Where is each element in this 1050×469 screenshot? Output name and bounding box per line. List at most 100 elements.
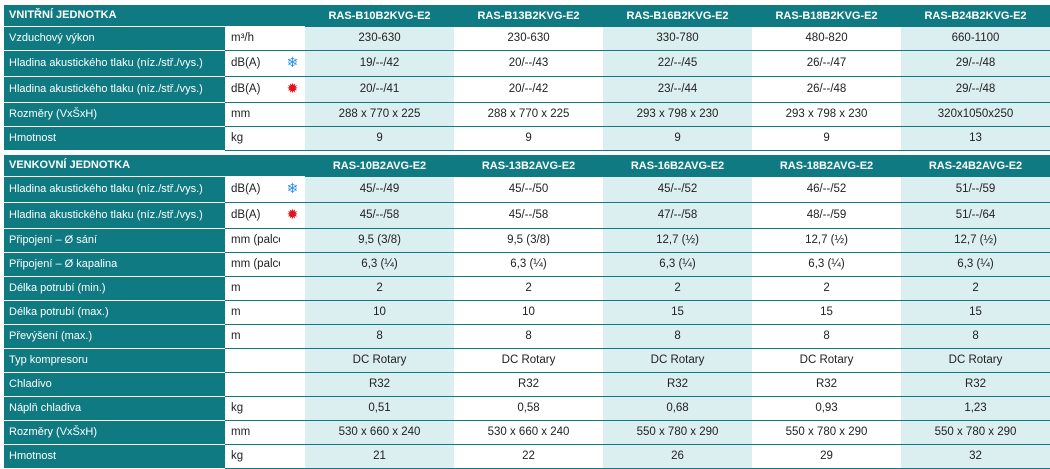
icon-cell (280, 277, 306, 301)
icon-cell (280, 253, 306, 277)
table-cell: 2 (901, 277, 1050, 301)
table-row: Hladina akustického tlaku (níz./stř./vys… (4, 203, 1050, 229)
table-row: Délka potrubí (max.) m 10 10 15 15 15 (4, 301, 1050, 325)
table-row: Vzduchový výkon m³/h 230-630 230-630 330-780… (4, 27, 1050, 51)
table-cell: 2 (603, 277, 753, 301)
table-cell: DC Rotary (901, 349, 1050, 373)
table-cell: 45/--/52 (603, 177, 753, 203)
table-cell: 530 x 660 x 240 (305, 421, 455, 445)
table-row: Hladina akustického tlaku (níz./stř./vys… (4, 51, 1050, 77)
row-unit: kg (225, 445, 280, 469)
table-cell: 45/--/58 (305, 203, 455, 229)
section-gap (4, 151, 1050, 155)
table-cell: 230-630 (305, 27, 455, 51)
table-cell: R32 (901, 373, 1050, 397)
indoor-model-5: RAS-B24B2KVG-E2 (901, 5, 1050, 27)
table-cell: 22 (454, 445, 604, 469)
table-cell: 9 (305, 127, 455, 151)
table-cell: 21 (305, 445, 455, 469)
table-cell: DC Rotary (752, 349, 902, 373)
table-cell: 23/--/44 (603, 77, 753, 103)
table-cell: 2 (752, 277, 902, 301)
row-label: Vzduchový výkon (4, 27, 225, 51)
row-unit: dB(A) (225, 203, 280, 229)
table-cell: 48/--/59 (752, 203, 902, 229)
table-cell: 10 (305, 301, 455, 325)
row-label: Hladina akustického tlaku (níz./stř./vys… (4, 77, 225, 103)
icon-cell (280, 229, 306, 253)
table-row: Převýšení (max.) m 8 8 8 8 8 (4, 325, 1050, 349)
icon-cell (280, 325, 306, 349)
row-label: Převýšení (max.) (4, 325, 225, 349)
row-label: Hmotnost (4, 127, 225, 151)
icon-cell (280, 127, 306, 151)
row-unit (225, 349, 280, 373)
table-cell: 9 (752, 127, 902, 151)
table-cell: 530 x 660 x 240 (454, 421, 604, 445)
table-cell: DC Rotary (454, 349, 604, 373)
table-cell: 15 (901, 301, 1050, 325)
row-label: Připojení – Ø kapalina (4, 253, 225, 277)
spec-table: VNITŘNÍ JEDNOTKA RAS-B10B2KVG-E2 RAS-B13B2… (4, 5, 1050, 469)
row-label: Hmotnost (4, 445, 225, 469)
table-cell: 8 (901, 325, 1050, 349)
table-cell: 550 x 780 x 290 (901, 421, 1050, 445)
table-cell: 550 x 780 x 290 (752, 421, 902, 445)
row-label: Délka potrubí (min.) (4, 277, 225, 301)
table-cell: 51/--/64 (901, 203, 1050, 229)
table-cell: 32 (901, 445, 1050, 469)
row-label: Připojení – Ø sání (4, 229, 225, 253)
row-label: Hladina akustického tlaku (níz./stř./vys… (4, 203, 225, 229)
row-unit: kg (225, 397, 280, 421)
table-cell: 20/--/43 (454, 51, 604, 77)
table-cell: 15 (752, 301, 902, 325)
table-cell: 293 x 798 x 230 (603, 103, 753, 127)
outdoor-model-2: RAS-13B2AVG-E2 (454, 155, 604, 177)
row-label: Rozměry (VxŠxH) (4, 103, 225, 127)
outdoor-model-3: RAS-16B2AVG-E2 (603, 155, 753, 177)
outdoor-model-1: RAS-10B2AVG-E2 (305, 155, 455, 177)
row-unit: mm (225, 421, 280, 445)
table-cell: DC Rotary (603, 349, 753, 373)
row-unit (225, 373, 280, 397)
row-unit: dB(A) (225, 51, 280, 77)
table-row: Hladina akustického tlaku (níz./stř./vys… (4, 77, 1050, 103)
indoor-model-3: RAS-B16B2KVG-E2 (603, 5, 753, 27)
table-cell: 9,5 (3/8) (454, 229, 604, 253)
table-cell: 15 (603, 301, 753, 325)
icon-cell: ✹ (280, 77, 306, 103)
heating-sun-icon: ✹ (286, 206, 299, 222)
table-cell: 10 (454, 301, 604, 325)
icon-cell (280, 421, 306, 445)
table-cell: DC Rotary (305, 349, 455, 373)
table-cell: 45/--/50 (454, 177, 604, 203)
table-cell: 0,58 (454, 397, 604, 421)
outdoor-title: VENKOVNÍ JEDNOTKA (4, 155, 306, 177)
table-cell: 2 (454, 277, 604, 301)
row-label: Náplň chladiva (4, 397, 225, 421)
table-cell: 20/--/41 (305, 77, 455, 103)
table-cell: 29 (752, 445, 902, 469)
table-row: Hmotnost kg 9 9 9 9 13 (4, 127, 1050, 151)
table-cell: 330-780 (603, 27, 753, 51)
table-cell: 26/--/48 (752, 77, 902, 103)
table-cell: 288 x 770 x 225 (454, 103, 604, 127)
table-cell: 6,3 (¼) (752, 253, 902, 277)
table-cell: 22/--/45 (603, 51, 753, 77)
row-unit: mm (palce) (225, 229, 280, 253)
table-cell: 13 (901, 127, 1050, 151)
table-row: Hladina akustického tlaku (níz./stř./vys… (4, 177, 1050, 203)
icon-cell (280, 373, 306, 397)
cooling-snowflake-icon: ❄ (286, 54, 299, 70)
table-cell: 9,5 (3/8) (305, 229, 455, 253)
row-unit: dB(A) (225, 77, 280, 103)
outdoor-header-row: VENKOVNÍ JEDNOTKA RAS-10B2AVG-E2 RAS-13B2A… (4, 155, 1050, 177)
row-unit: m (225, 301, 280, 325)
table-cell: 0,51 (305, 397, 455, 421)
row-unit: mm (palce) (225, 253, 280, 277)
indoor-header-row: VNITŘNÍ JEDNOTKA RAS-B10B2KVG-E2 RAS-B13B2… (4, 5, 1050, 27)
table-cell: 12,7 (½) (752, 229, 902, 253)
cooling-snowflake-icon: ❄ (286, 180, 299, 196)
table-row: Náplň chladiva kg 0,51 0,58 0,68 0,93 1,23 (4, 397, 1050, 421)
